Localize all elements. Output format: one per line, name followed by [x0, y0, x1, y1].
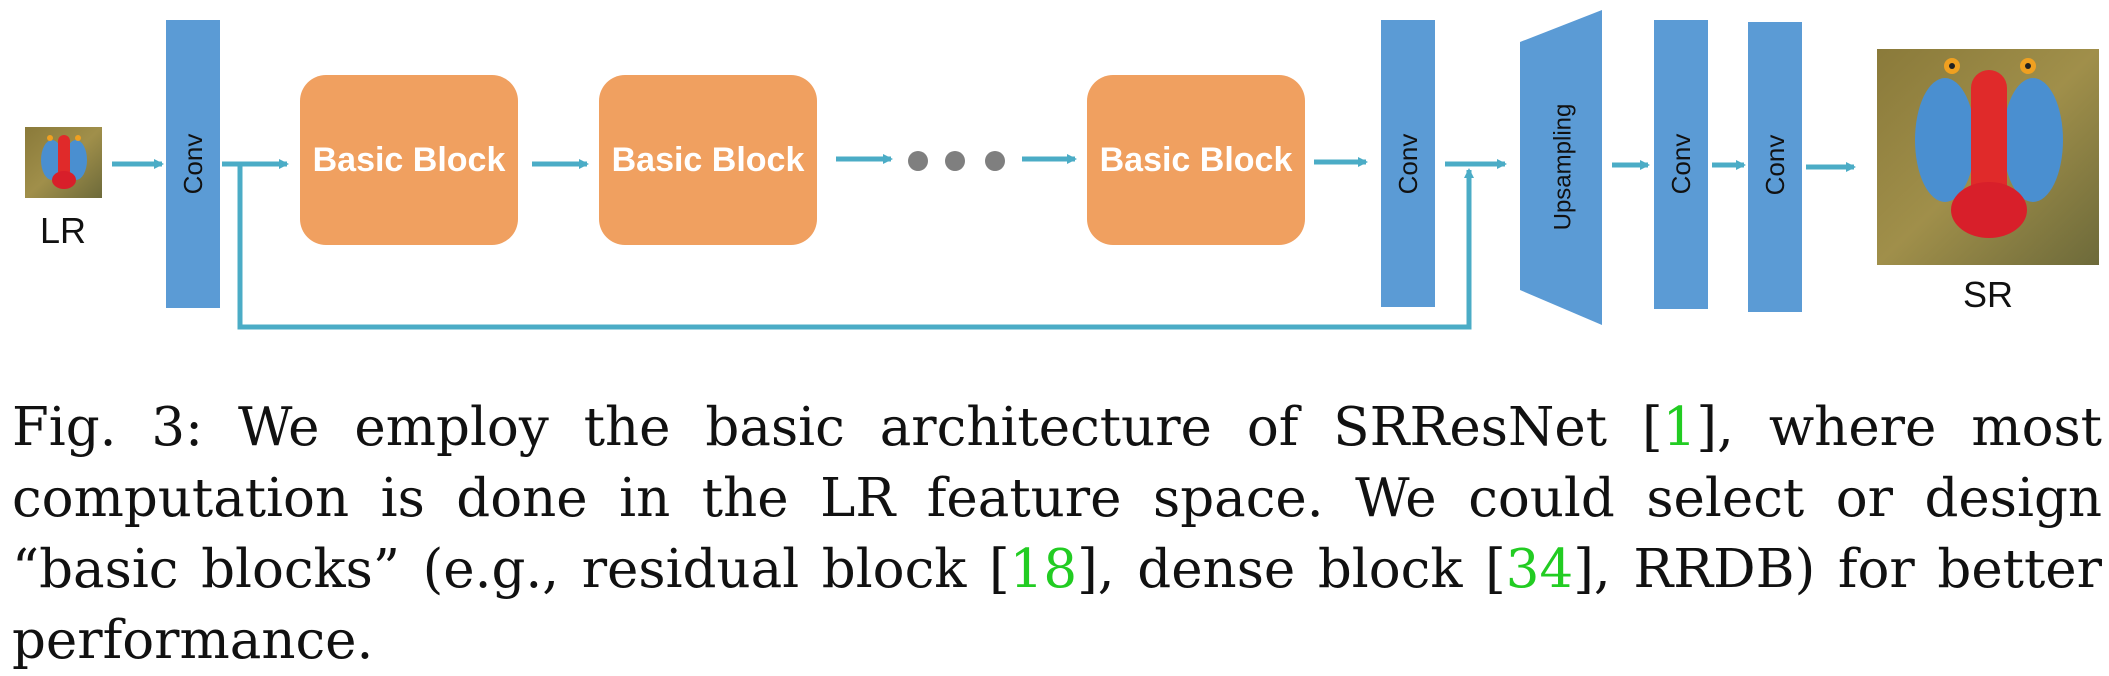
conv-layer-2-label: Conv — [1393, 134, 1423, 195]
sr-label: SR — [1963, 274, 2013, 315]
skip-connection — [237, 164, 1474, 330]
citation-link-34[interactable]: 34 — [1505, 539, 1574, 600]
architecture-diagram: LR Conv Basic Block Basic Block Basic Bl… — [25, 10, 2099, 330]
basic-block-1 — [300, 75, 518, 245]
basic-block-3-label: Basic Block — [1100, 141, 1293, 179]
lr-label: LR — [40, 210, 86, 251]
figure-caption: Fig. 3: We employ the basic architecture… — [12, 392, 2102, 676]
basic-block-3 — [1087, 75, 1305, 245]
conv-layer-2 — [1381, 20, 1435, 307]
caption-prefix: Fig. 3: — [12, 397, 204, 458]
ellipsis-dots — [908, 151, 1005, 171]
lr-input-image — [25, 127, 102, 198]
basic-block-2 — [599, 75, 817, 245]
conv-layer-4 — [1748, 22, 1802, 312]
conv-layer-4-label: Conv — [1760, 135, 1790, 196]
conv-layer-3 — [1654, 20, 1708, 309]
sr-output-image — [1877, 49, 2099, 265]
basic-block-1-label: Basic Block — [313, 141, 506, 179]
conv-layer-1 — [166, 20, 220, 308]
conv-layer-3-label: Conv — [1666, 134, 1696, 195]
caption-text-2: ], where most computation is done in the… — [12, 397, 2102, 600]
citation-link-18[interactable]: 18 — [1009, 539, 1078, 600]
caption-text-1: We employ the basic architecture of SRRe… — [237, 397, 1663, 458]
basic-block-2-label: Basic Block — [612, 141, 805, 179]
caption-text-3: ], dense block [ — [1077, 539, 1506, 600]
conv-layer-1-label: Conv — [178, 134, 208, 195]
upsampling-label: Upsampling — [1550, 104, 1577, 231]
citation-link-1[interactable]: 1 — [1662, 397, 1697, 458]
upsampling-layer — [1520, 10, 1602, 325]
